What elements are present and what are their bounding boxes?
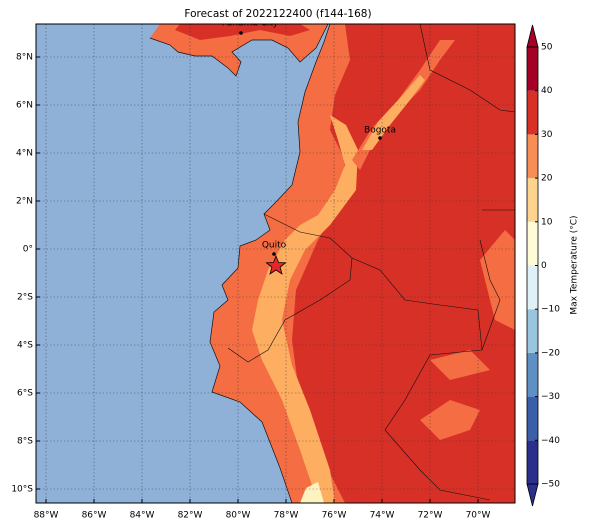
highland-band <box>252 115 358 503</box>
y-tick-label: 6°N <box>16 101 33 111</box>
y-tick-label: 8°S <box>17 437 33 447</box>
colorbar-segment <box>527 396 538 441</box>
colorbar-segment <box>527 309 538 353</box>
colorbar-tick-label: −40 <box>541 436 560 446</box>
x-tick-label: 78°W <box>274 511 299 521</box>
colorbar-tick-label: −50 <box>541 480 560 490</box>
colorbar-segment <box>527 440 538 484</box>
x-tick-label: 70°W <box>466 511 491 521</box>
city-label: Bogota <box>364 126 396 136</box>
border <box>227 24 515 501</box>
x-tick-label: 86°W <box>82 511 107 521</box>
x-tick-label: 72°W <box>418 511 443 521</box>
map: Panama City Bogota Quito <box>36 19 515 503</box>
land <box>175 24 310 40</box>
colorbar-segment <box>527 265 538 310</box>
colorbar-tick-label: 50 <box>541 43 553 53</box>
colorbar-extend-min <box>526 483 539 507</box>
y-tick-label: 10°S <box>11 485 33 495</box>
city-dot <box>272 252 276 256</box>
colorbar-tick-label: 40 <box>541 86 553 96</box>
x-tick-label: 80°W <box>226 511 251 521</box>
colorbar-tick-label: 10 <box>541 217 553 227</box>
colorbar-segment <box>527 352 538 397</box>
y-tick-label: 6°S <box>17 389 33 399</box>
x-tick-label: 82°W <box>178 511 203 521</box>
city-dot <box>378 136 382 140</box>
colorbar-segment <box>527 47 538 91</box>
y-tick-label: 2°S <box>17 293 33 303</box>
coastline <box>149 24 331 503</box>
x-tick-label: 74°W <box>370 511 395 521</box>
title: Forecast of 2022122400 (f144-168) <box>184 8 371 20</box>
city-dot <box>239 31 243 35</box>
colorbar-tick-label: −10 <box>541 305 560 315</box>
colorbar-extend-max <box>526 24 539 48</box>
highland-band <box>362 75 425 150</box>
y-tick-label: 2°N <box>16 197 33 207</box>
location-star <box>265 254 287 275</box>
map-frame <box>35 23 516 504</box>
colorbar-segment <box>527 221 538 266</box>
y-tick-label: 4°N <box>16 149 33 159</box>
colorbar-label: Max Temperature (°C) <box>570 215 580 314</box>
y-tick-label: 0° <box>23 245 33 255</box>
x-tick-label: 84°W <box>130 511 155 521</box>
colorbar-tick-label: 0 <box>541 261 547 271</box>
colorbar-tick-label: −30 <box>541 392 560 402</box>
colorbar-segment <box>527 134 538 179</box>
colorbar-tick-label: −20 <box>541 348 560 358</box>
x-tick-label: 88°W <box>34 511 59 521</box>
colorbar-segment <box>527 178 538 222</box>
colorbar-tick-label: 30 <box>541 130 553 140</box>
cool-band <box>300 482 324 503</box>
y-tick-label: 8°N <box>16 53 33 63</box>
colorbar-segment <box>527 90 538 135</box>
y-tick-label: 4°S <box>17 341 33 351</box>
x-tick-label: 76°W <box>322 511 347 521</box>
colorbar-tick-label: 20 <box>541 174 553 184</box>
city-label: Panama City <box>222 19 279 29</box>
city-label: Quito <box>262 241 287 251</box>
